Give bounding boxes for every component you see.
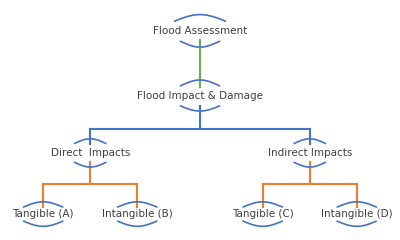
- Text: Flood Impact & Damage: Flood Impact & Damage: [137, 91, 263, 102]
- Text: Flood Assessment: Flood Assessment: [153, 26, 247, 36]
- Text: Intangible (B): Intangible (B): [102, 209, 173, 219]
- Text: Tangible (C): Tangible (C): [232, 209, 294, 219]
- Text: Intangible (D): Intangible (D): [321, 209, 393, 219]
- Text: Direct  Impacts: Direct Impacts: [50, 148, 130, 158]
- Text: Tangible (A): Tangible (A): [12, 209, 74, 219]
- Text: Indirect Impacts: Indirect Impacts: [268, 148, 352, 158]
